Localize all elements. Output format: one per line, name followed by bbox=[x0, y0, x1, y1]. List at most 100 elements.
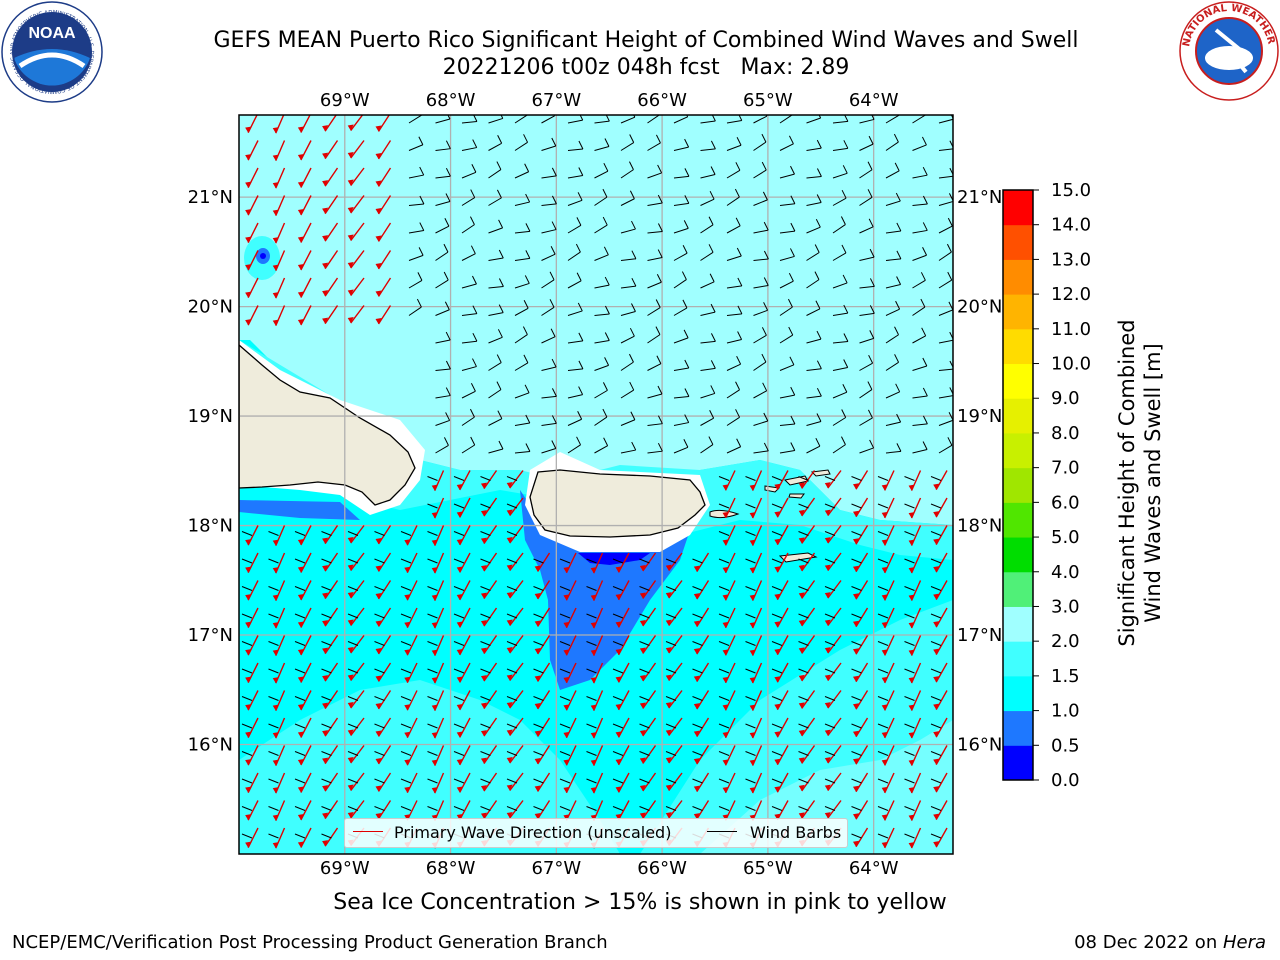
wind-barb bbox=[859, 381, 873, 399]
wave-direction-arrow bbox=[798, 607, 816, 627]
wind-barb bbox=[912, 298, 926, 316]
wave-direction-arrow bbox=[639, 552, 657, 572]
wave-direction-arrow bbox=[586, 635, 604, 656]
wave-direction-arrow bbox=[322, 167, 339, 187]
wave-direction-arrow bbox=[798, 717, 816, 737]
wind-barb bbox=[620, 277, 637, 289]
wind-barb bbox=[594, 408, 608, 426]
wind-barb bbox=[488, 440, 504, 454]
wave-direction-arrow bbox=[612, 662, 630, 683]
colorbar-tick-label: 13.0 bbox=[1051, 249, 1091, 270]
hispaniola-landmass bbox=[239, 344, 416, 506]
wave-direction-arrow bbox=[427, 635, 445, 656]
colorbar: 0.0 0.5 1.0 1.5 2.0 3.0 4.0 5.0 6.0 7.0 8.0 9.0 10.0… bbox=[1002, 180, 1091, 791]
wave-direction-arrow bbox=[851, 607, 869, 628]
wave-direction-arrow bbox=[322, 222, 339, 242]
wave-and-wind-vectors bbox=[241, 115, 953, 849]
wave-direction-arrow bbox=[718, 497, 736, 519]
footer-machine: Hera bbox=[1222, 932, 1266, 953]
wind-barb bbox=[779, 386, 796, 399]
wave-direction-arrow bbox=[297, 305, 312, 326]
wind-barb bbox=[620, 353, 634, 371]
wind-barb bbox=[779, 195, 796, 206]
wave-direction-arrow bbox=[347, 662, 365, 681]
wind-barb bbox=[938, 167, 953, 179]
wind-barb bbox=[806, 360, 822, 371]
wave-direction-arrow bbox=[374, 772, 392, 792]
wave-direction-arrow bbox=[851, 497, 869, 518]
contour-band-0-5-1m-south-hispaniola bbox=[239, 500, 360, 520]
wave-direction-arrow bbox=[904, 525, 922, 546]
wave-direction-arrow bbox=[877, 745, 895, 766]
wind-barb bbox=[488, 304, 504, 316]
wave-direction-arrow bbox=[347, 250, 365, 269]
wave-direction-arrow bbox=[268, 552, 286, 574]
wave-direction-arrow bbox=[294, 800, 312, 821]
lat-tick-label-right: 21°N bbox=[957, 187, 1002, 208]
wave-direction-arrow bbox=[272, 167, 286, 189]
wind-barb bbox=[912, 387, 928, 399]
wave-direction-arrow bbox=[639, 717, 657, 737]
wave-direction-arrow bbox=[374, 607, 392, 627]
wave-direction-arrow bbox=[692, 635, 710, 655]
wind-barb bbox=[514, 163, 530, 179]
wind-barb bbox=[435, 167, 451, 179]
wave-direction-arrow bbox=[347, 140, 365, 159]
wind-barb bbox=[673, 195, 690, 206]
wave-direction-arrow bbox=[877, 690, 895, 711]
wave-direction-arrow bbox=[272, 115, 285, 134]
wave-direction-arrow bbox=[533, 635, 551, 655]
lon-tick-label-bottom: 69°W bbox=[320, 858, 370, 879]
wind-barb bbox=[594, 115, 610, 124]
wave-direction-arrow bbox=[272, 195, 286, 216]
wind-barb bbox=[885, 443, 902, 454]
wave-direction-arrow bbox=[347, 635, 365, 654]
wave-direction-arrow bbox=[268, 662, 286, 684]
wave-direction-arrow bbox=[665, 717, 683, 736]
wave-direction-arrow bbox=[665, 772, 683, 791]
colorbar-tick-label: 0.0 bbox=[1051, 770, 1080, 791]
wave-direction-arrow bbox=[745, 580, 763, 601]
wind-barb bbox=[885, 276, 902, 289]
wind-barb bbox=[594, 138, 610, 151]
lat-tick-label-left: 16°N bbox=[188, 735, 233, 756]
wave-direction-arrow bbox=[268, 717, 286, 739]
wave-direction-arrow bbox=[506, 772, 524, 791]
wave-direction-arrow bbox=[427, 580, 445, 601]
wind-barb bbox=[832, 189, 847, 206]
wave-direction-arrow bbox=[427, 772, 445, 794]
wave-direction-arrow bbox=[745, 690, 763, 711]
wind-barb bbox=[461, 408, 475, 426]
wind-barb bbox=[461, 164, 477, 179]
wave-direction-arrow bbox=[930, 662, 948, 683]
wind-barb bbox=[806, 244, 820, 261]
wind-barb bbox=[647, 442, 663, 454]
colorbar-tick-label: 11.0 bbox=[1051, 319, 1091, 340]
wave-direction-arrow bbox=[347, 690, 365, 709]
wind-barb bbox=[461, 216, 475, 234]
wind-barb bbox=[832, 165, 848, 179]
wave-direction-arrow bbox=[665, 662, 683, 681]
wind-barb bbox=[726, 188, 740, 206]
wind-barb bbox=[647, 164, 663, 179]
wave-direction-arrow bbox=[533, 607, 551, 627]
colorbar-segment bbox=[1003, 328, 1033, 365]
wind-barb bbox=[514, 275, 530, 289]
wave-direction-arrow bbox=[506, 470, 524, 489]
wave-direction-arrow bbox=[665, 800, 683, 819]
colorbar-tick-label: 5.0 bbox=[1051, 527, 1080, 548]
wind-barb bbox=[461, 305, 478, 316]
wave-direction-arrow bbox=[347, 195, 365, 214]
wind-barb bbox=[885, 115, 900, 124]
wave-direction-arrow bbox=[824, 525, 842, 544]
wind-barb bbox=[647, 194, 663, 206]
nws-logo: NATIONAL WEATHER SERVICE bbox=[1178, 0, 1279, 101]
wave-direction-arrow bbox=[586, 552, 604, 574]
wind-barb bbox=[700, 360, 716, 371]
wave-direction-arrow bbox=[506, 580, 524, 599]
wave-direction-arrow bbox=[533, 662, 551, 682]
lat-tick-label-right: 16°N bbox=[957, 735, 1002, 756]
wave-direction-arrow bbox=[904, 800, 922, 821]
wind-barb bbox=[620, 250, 637, 261]
colorbar-segment bbox=[1003, 190, 1033, 226]
